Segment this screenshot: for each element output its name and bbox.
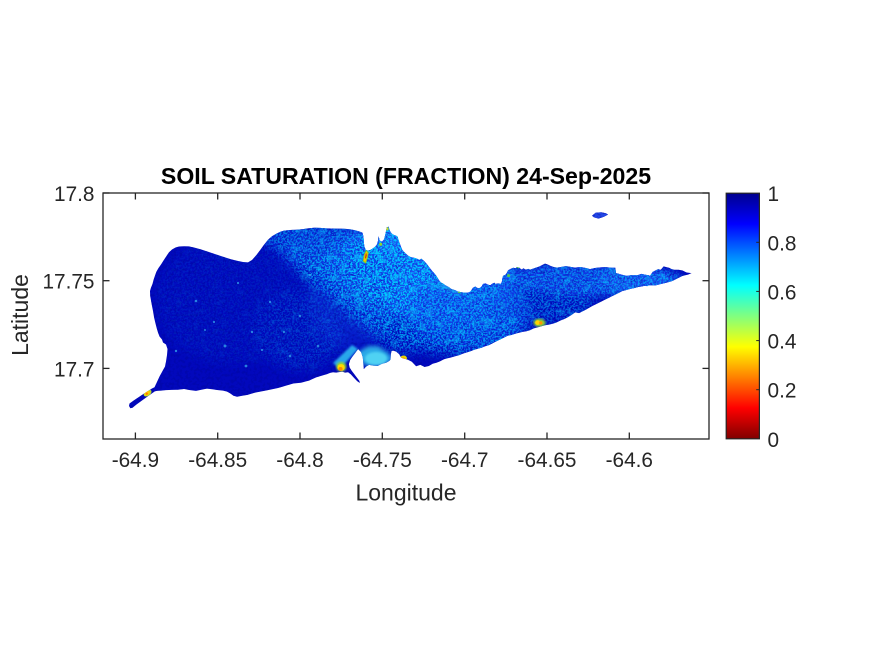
svg-text:-64.7: -64.7 [441,449,488,472]
svg-text:-64.65: -64.65 [518,449,577,472]
svg-text:0: 0 [768,429,780,452]
svg-text:17.7: 17.7 [54,358,94,381]
svg-text:Latitude: Latitude [7,274,33,356]
svg-text:0.6: 0.6 [768,281,797,304]
svg-text:-64.75: -64.75 [353,449,412,472]
svg-text:1: 1 [768,183,780,206]
svg-text:0.8: 0.8 [768,232,797,255]
svg-text:-64.85: -64.85 [188,449,247,472]
svg-text:-64.8: -64.8 [276,449,323,472]
svg-text:SOIL SATURATION (FRACTION) 24-: SOIL SATURATION (FRACTION) 24-Sep-2025 [161,163,651,189]
svg-text:17.8: 17.8 [54,183,94,206]
svg-text:0.2: 0.2 [768,380,797,403]
svg-text:-64.6: -64.6 [606,449,653,472]
svg-text:0.4: 0.4 [768,331,797,354]
svg-text:17.75: 17.75 [42,271,94,294]
svg-text:Longitude: Longitude [355,480,456,506]
svg-text:-64.9: -64.9 [112,449,159,472]
